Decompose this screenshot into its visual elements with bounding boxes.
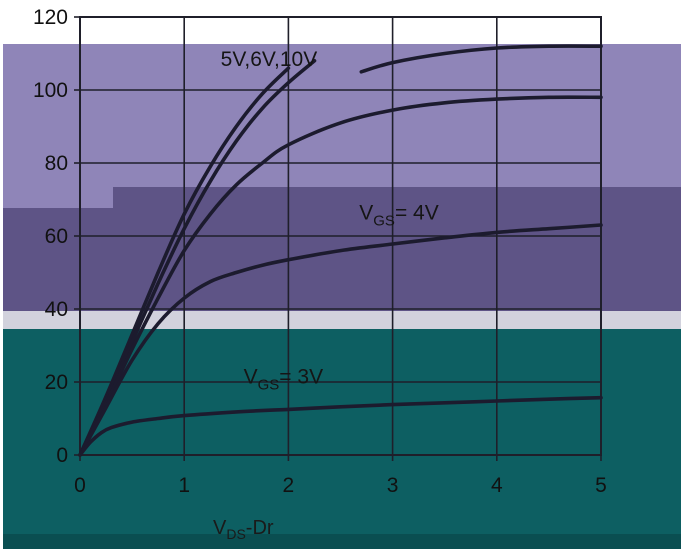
band-teal-bottom — [3, 534, 681, 549]
y-tick-label-80: 80 — [45, 152, 68, 175]
x-axis-label: VDS-Dr — [213, 517, 274, 542]
y-tick-label-0: 0 — [56, 444, 68, 467]
series-line-4 — [78, 95, 603, 457]
series-group — [78, 44, 603, 457]
x-axis-label-text: VDS-Dr — [213, 517, 274, 542]
annotation-3: VGS= 3V — [244, 366, 324, 394]
x-tick-label-5: 5 — [595, 474, 607, 497]
y-tick-label-20: 20 — [45, 371, 68, 394]
y-tick-label-120: 120 — [33, 6, 68, 29]
y-tick-label-40: 40 — [45, 298, 68, 321]
annotation-rest: = 3V — [279, 366, 323, 389]
band-teal — [3, 329, 681, 534]
series-line-1 — [78, 66, 291, 457]
y-axis-ticks: 0 20 40 60 80 100 120 — [33, 6, 80, 467]
series-line-3 — [359, 44, 603, 74]
band-dark-purple — [113, 187, 681, 311]
x-axis-label-rest: -Dr — [246, 517, 274, 539]
annotation-subscript: GS — [373, 212, 395, 229]
annotation-1: 5V,6V,10V — [221, 48, 318, 71]
x-tick-label-1: 1 — [178, 474, 190, 497]
band-light-purple-left — [3, 187, 113, 208]
series-line-5 — [78, 223, 603, 457]
x-axis-label-subscript: DS — [226, 526, 245, 542]
y-tick-label-100: 100 — [33, 79, 68, 102]
x-tick-label-0: 0 — [74, 474, 86, 497]
annotation-main: V — [359, 201, 373, 224]
series-line-6 — [78, 395, 603, 457]
band-gray-strip — [3, 311, 681, 329]
x-tick-label-4: 4 — [491, 474, 503, 497]
band-dark-purple-left — [3, 208, 113, 311]
x-axis-label-main: V — [213, 517, 227, 539]
annotation-rest: = 4V — [395, 201, 439, 224]
x-axis-ticks: 0 1 2 3 4 5 — [74, 455, 607, 497]
series-line-2 — [78, 59, 317, 457]
x-tick-label-3: 3 — [387, 474, 399, 497]
y-tick-label-60: 60 — [45, 225, 68, 248]
gridlines — [80, 17, 601, 455]
annotation-subscript: GS — [258, 377, 280, 394]
x-tick-label-2: 2 — [283, 474, 295, 497]
annotation-main: V — [244, 366, 258, 389]
annotation-2: VGS= 4V — [359, 201, 439, 229]
